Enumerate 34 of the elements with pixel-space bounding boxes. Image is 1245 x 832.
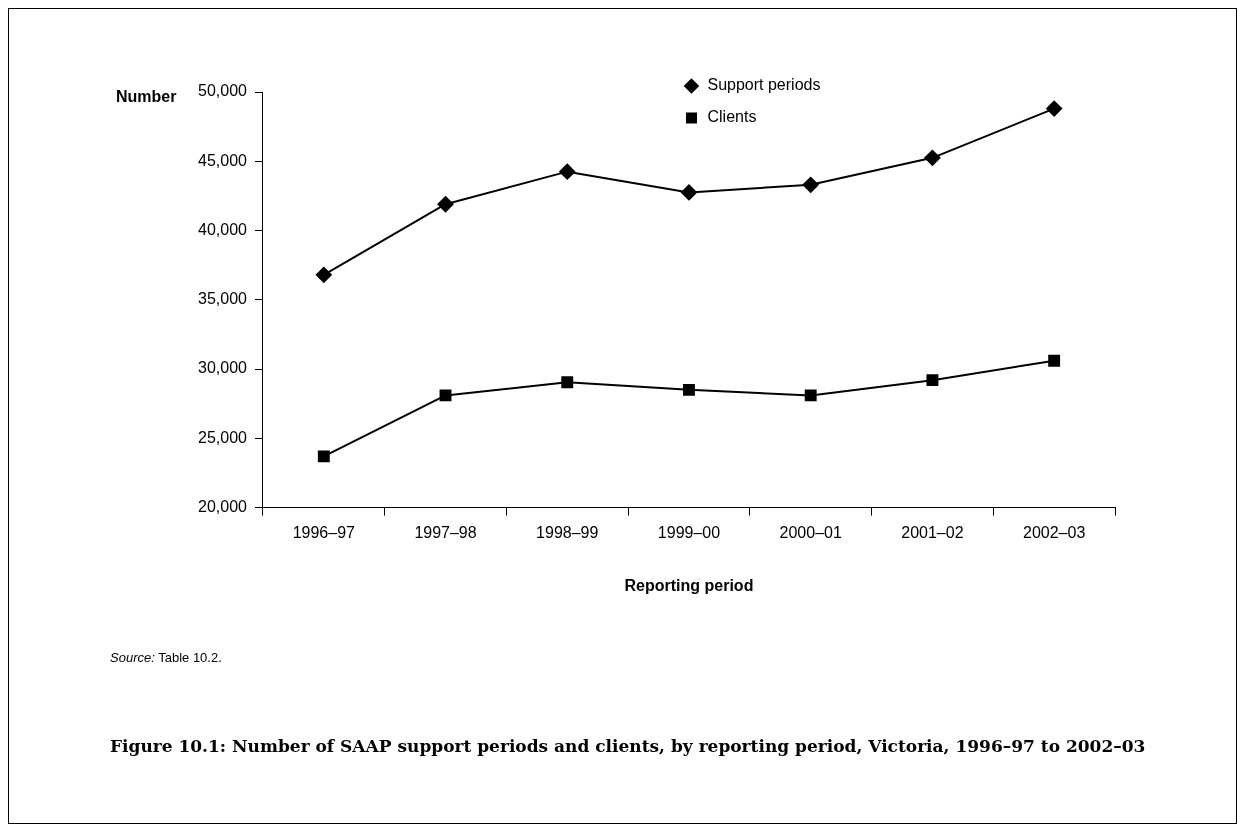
point	[804, 389, 817, 402]
point	[561, 376, 574, 389]
legend-label: Support periods	[707, 76, 821, 94]
source-note: Source: Table 10.2.	[110, 650, 222, 665]
point	[802, 176, 819, 193]
point	[1048, 354, 1061, 367]
point	[439, 389, 452, 402]
x-tick-label: 2000–01	[779, 523, 842, 541]
y-tick-label: 35,000	[198, 290, 248, 308]
x-tick-label: 1996–97	[292, 523, 356, 541]
y-tick-label: 45,000	[198, 151, 248, 169]
legend-label: Clients	[707, 108, 757, 126]
x-tick-label: 1998–99	[536, 523, 599, 541]
y-tick-label: 30,000	[198, 359, 248, 377]
point	[926, 374, 939, 387]
y-tick-label: 50,000	[198, 82, 248, 100]
text: Figure 10.1: Number of SAAP support periods and clients, by reporting period, Victoria, 1996–97 to 2002–03	[110, 735, 1147, 758]
point	[1046, 100, 1063, 117]
point	[683, 383, 695, 396]
point	[315, 266, 332, 283]
y-tick-label: 20,000	[198, 498, 248, 516]
point	[317, 450, 330, 463]
point	[680, 184, 697, 201]
point	[559, 163, 576, 180]
x-tick-label: 1999–00	[657, 523, 721, 541]
x-tick-label: 1997–98	[414, 523, 477, 541]
x-axis-title: Reporting period	[624, 576, 754, 594]
y-axis-title: Number	[116, 88, 177, 106]
y-tick-label: 25,000	[198, 428, 248, 446]
y-tick-label: 40,000	[198, 220, 248, 238]
x-tick-label: 2002–03	[1022, 523, 1086, 541]
x-tick-label: 2001–02	[901, 523, 964, 541]
point	[924, 149, 941, 166]
point	[437, 196, 454, 213]
